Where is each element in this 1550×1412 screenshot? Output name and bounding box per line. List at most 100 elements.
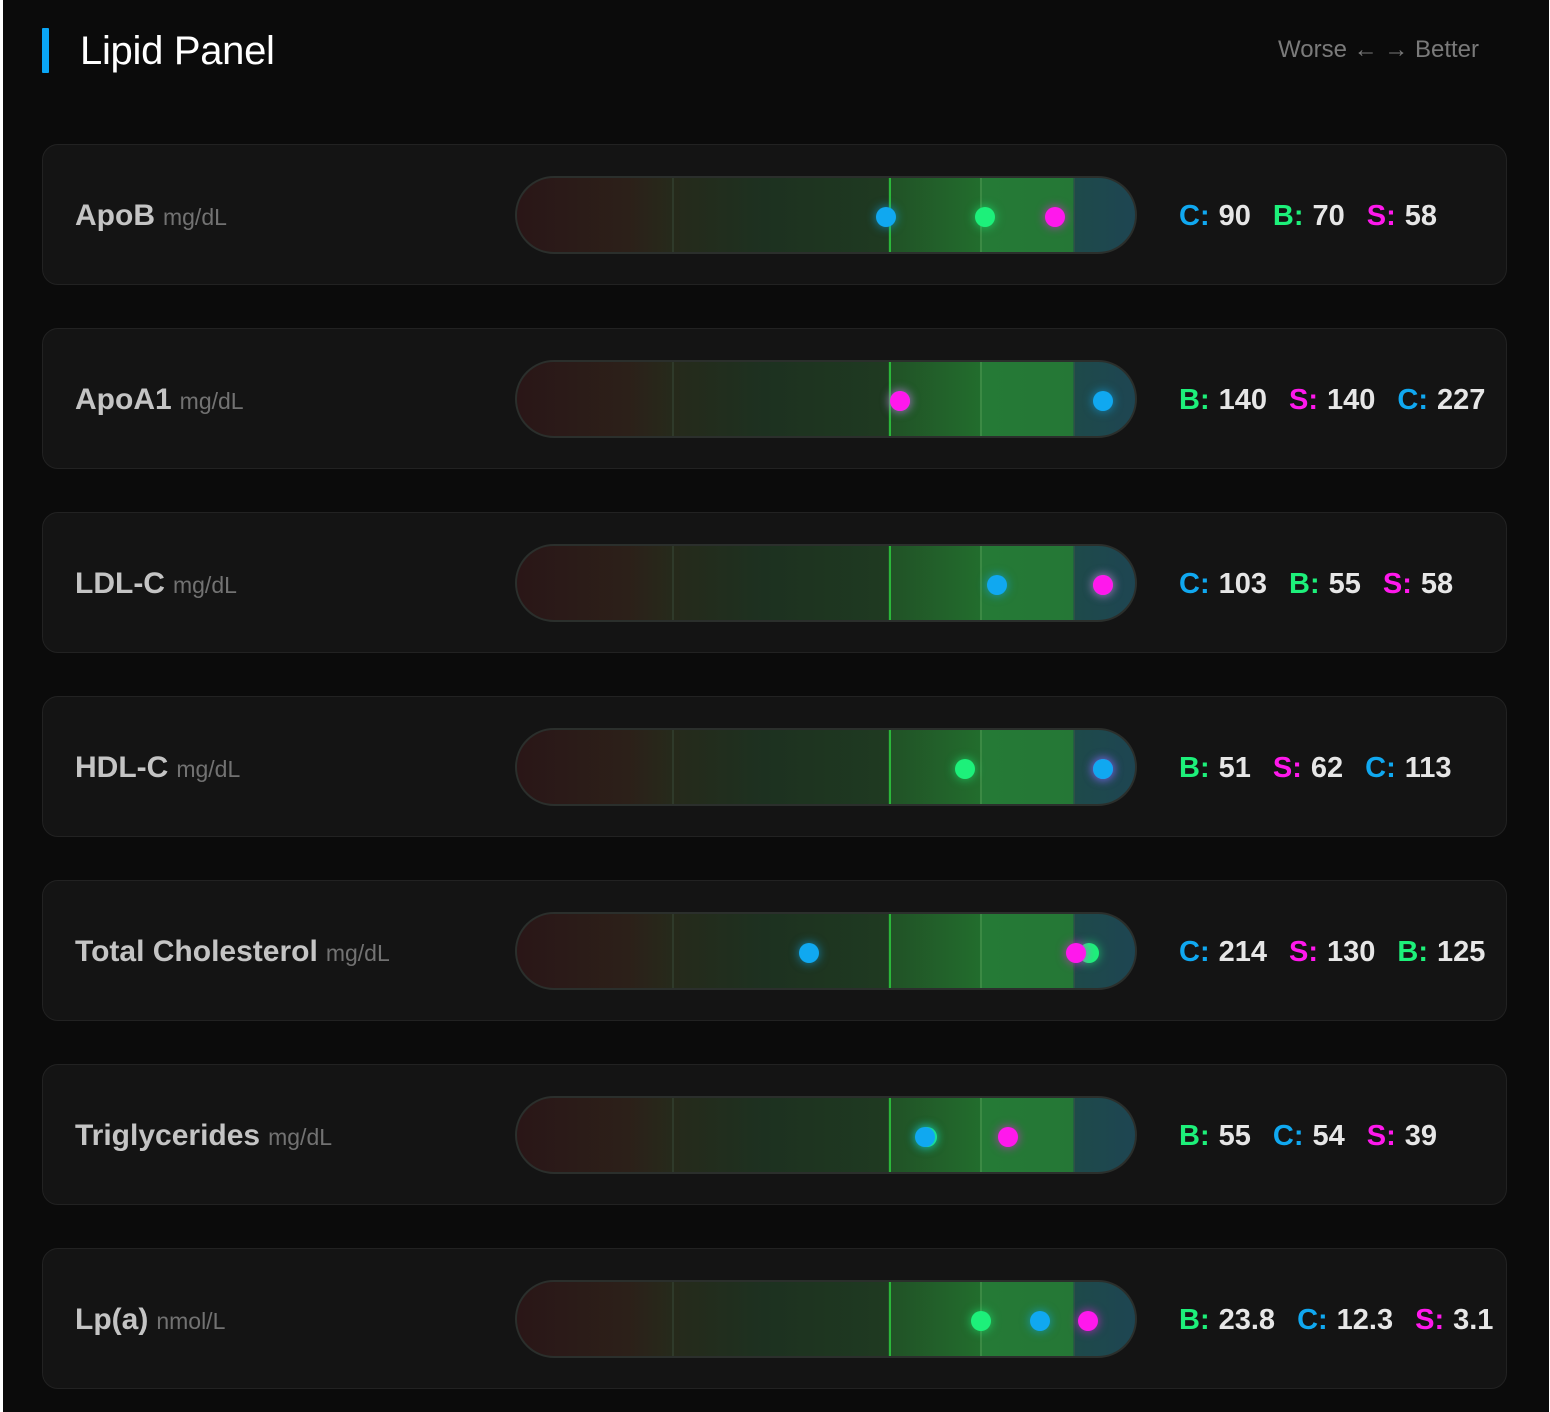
- zone-divider: [889, 730, 891, 804]
- metric-label: LDL-C mg/dL: [75, 565, 237, 608]
- value-s: S: 62: [1273, 749, 1343, 787]
- range-track: [515, 544, 1137, 622]
- value-key: S:: [1366, 1120, 1396, 1152]
- value-number: 125: [1437, 936, 1486, 968]
- metric-row: ApoB mg/dL C: 90 B: 70 S: 58: [42, 144, 1507, 285]
- metric-name: Total Cholesterol: [75, 935, 318, 968]
- range-track: [515, 1096, 1137, 1174]
- value-number: 130: [1327, 936, 1376, 968]
- value-number: 54: [1312, 1120, 1345, 1152]
- value-key: B:: [1179, 1304, 1210, 1336]
- metric-unit: mg/dL: [268, 1124, 333, 1150]
- value-b: B: 140: [1179, 381, 1267, 419]
- value-number: 23.8: [1218, 1304, 1276, 1336]
- zone-divider: [1074, 1098, 1075, 1172]
- marker-c: [1029, 1311, 1050, 1331]
- value-b: B: 23.8: [1179, 1301, 1275, 1339]
- metric-name: LDL-C: [75, 567, 165, 600]
- zone-divider: [889, 546, 891, 620]
- zone-divider: [889, 914, 891, 988]
- metric-unit: nmol/L: [156, 1308, 226, 1334]
- value-s: S: 3.1: [1415, 1301, 1493, 1339]
- zone-divider: [980, 1098, 982, 1172]
- value-number: 12.3: [1336, 1304, 1394, 1336]
- metric-unit: mg/dL: [162, 204, 227, 230]
- value-c: C: 90: [1179, 197, 1251, 235]
- marker-b: [955, 759, 976, 779]
- metric-name: Lp(a): [75, 1303, 149, 1336]
- metric-label: Total Cholesterol mg/dL: [75, 933, 390, 976]
- metric-values: B: 55 C: 54 S: 39: [1179, 1117, 1459, 1155]
- value-number: 55: [1328, 568, 1361, 600]
- value-key: C:: [1397, 384, 1428, 416]
- value-number: 58: [1420, 568, 1454, 600]
- marker-b: [971, 1311, 992, 1331]
- value-b: B: 55: [1179, 1117, 1251, 1155]
- value-key: C:: [1365, 752, 1396, 784]
- marker-s: [1065, 943, 1086, 963]
- value-key: B:: [1272, 200, 1304, 232]
- marker-s: [889, 391, 910, 411]
- scale-legend: Worse ← → Better: [1278, 36, 1479, 63]
- zone-divider: [672, 1098, 674, 1172]
- value-key: S:: [1382, 568, 1412, 600]
- value-b: B: 55: [1289, 565, 1361, 603]
- value-number: 62: [1310, 752, 1344, 784]
- zone-divider: [980, 546, 982, 620]
- zone-divider: [672, 546, 674, 620]
- value-number: 140: [1327, 384, 1376, 416]
- metric-label: Triglycerides mg/dL: [75, 1117, 332, 1160]
- marker-s: [1093, 575, 1114, 595]
- value-c: C: 214: [1179, 933, 1267, 971]
- value-number: 113: [1404, 752, 1452, 784]
- range-track: [515, 1280, 1137, 1358]
- zone-divider: [1074, 362, 1075, 436]
- value-number: 70: [1312, 200, 1345, 232]
- value-number: 90: [1218, 200, 1251, 232]
- zone-divider: [1074, 730, 1075, 804]
- metric-label: Lp(a) nmol/L: [75, 1301, 225, 1344]
- value-key: S:: [1289, 936, 1318, 968]
- value-number: 58: [1404, 200, 1438, 232]
- metric-values: B: 51 S: 62 C: 113: [1179, 749, 1474, 787]
- value-key: B:: [1397, 936, 1428, 968]
- value-b: B: 70: [1273, 197, 1345, 235]
- value-key: C:: [1179, 200, 1210, 232]
- zone-divider: [672, 914, 674, 988]
- metric-unit: mg/dL: [325, 940, 390, 966]
- value-key: S:: [1272, 752, 1302, 784]
- metric-row: LDL-C mg/dL C: 103 B: 55 S: 58: [42, 512, 1507, 653]
- metric-row: ApoA1 mg/dL B: 140 S: 140 C: 227: [42, 328, 1507, 469]
- marker-c: [875, 207, 896, 227]
- metric-unit: mg/dL: [179, 388, 244, 414]
- metric-label: ApoB mg/dL: [75, 197, 227, 240]
- zone-divider: [980, 914, 982, 988]
- value-number: 140: [1218, 384, 1267, 416]
- value-c: C: 227: [1397, 381, 1485, 419]
- zone-divider: [889, 1282, 891, 1356]
- marker-c: [799, 943, 820, 963]
- value-number: 214: [1218, 936, 1267, 968]
- marker-b: [974, 207, 995, 227]
- metric-values: C: 103 B: 55 S: 58: [1179, 565, 1475, 603]
- range-track: [515, 912, 1137, 990]
- value-number: 51: [1218, 752, 1251, 784]
- zone-divider: [980, 362, 982, 436]
- metric-values: C: 90 B: 70 S: 58: [1179, 197, 1459, 235]
- metric-values: C: 214 S: 130 B: 125: [1179, 933, 1507, 971]
- zone-divider: [672, 362, 674, 436]
- metric-name: ApoA1: [75, 383, 172, 416]
- value-key: B:: [1179, 1120, 1210, 1152]
- title-accent-bar: [42, 28, 49, 73]
- value-b: B: 125: [1397, 933, 1485, 971]
- zone-divider: [672, 1282, 674, 1356]
- value-s: S: 58: [1367, 197, 1437, 235]
- metric-unit: mg/dL: [176, 756, 241, 782]
- value-number: 227: [1437, 384, 1486, 416]
- value-c: C: 54: [1273, 1117, 1345, 1155]
- value-number: 39: [1404, 1120, 1438, 1152]
- metric-name: HDL-C: [75, 751, 169, 784]
- value-key: C:: [1297, 1304, 1328, 1336]
- metric-row: HDL-C mg/dL B: 51 S: 62 C: 113: [42, 696, 1507, 837]
- marker-c: [1093, 391, 1114, 411]
